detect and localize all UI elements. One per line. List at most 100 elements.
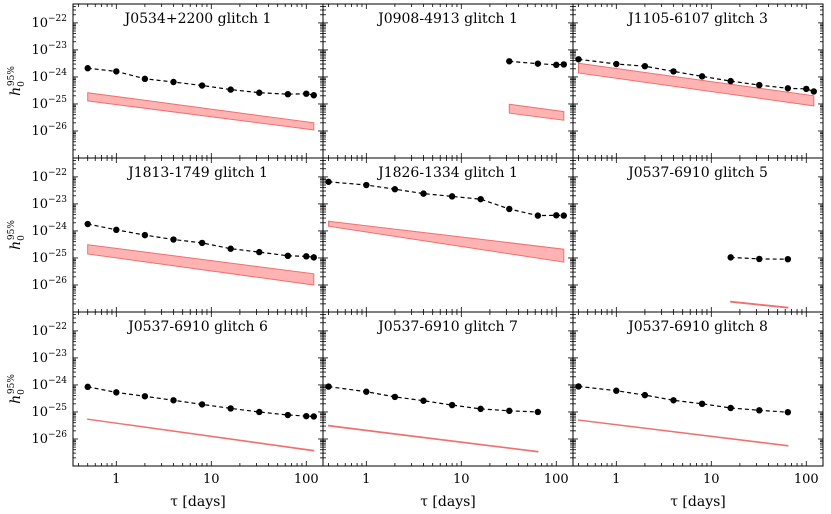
upper-limit-point	[84, 220, 91, 228]
y-tick-label: 10−25	[31, 95, 67, 112]
upper-limit-point	[113, 68, 120, 75]
upper-limit-point	[727, 77, 734, 85]
x-tick-label: 10	[703, 472, 720, 487]
upper-limit-point	[227, 405, 234, 412]
y-tick-label: 10−25	[31, 403, 67, 420]
panel-8: 1 10 100 τ [days] J0537-6910 glitch 7	[322, 311, 574, 510]
y-tick-label: 10−22	[31, 322, 67, 339]
prediction-band	[87, 92, 315, 131]
upper-limit-point	[284, 411, 292, 419]
x-axis-label: τ [days]	[170, 494, 226, 510]
upper-limit-point	[141, 75, 149, 83]
x-tick-label: 1	[362, 472, 370, 487]
upper-limit-point	[613, 387, 620, 394]
panel-7: 10−26 10−25 10−24 10−23 10−22 h095% 1 10 100 τ [d…	[7, 311, 324, 510]
upper-limit-point	[303, 253, 310, 260]
upper-limit-point	[698, 73, 706, 80]
upper-limit-point	[477, 405, 484, 413]
prediction-band	[578, 62, 815, 107]
upper-limit-point	[784, 408, 792, 416]
panel-frame	[72, 3, 324, 159]
upper-limit-point	[477, 195, 484, 203]
panel-6: J0537-6910 glitch 5	[572, 157, 824, 313]
x-tick-label: 100	[544, 472, 569, 487]
prediction-band	[578, 419, 789, 447]
upper-limit-point	[325, 383, 332, 390]
panel-frame	[572, 311, 824, 467]
upper-limit-point	[310, 92, 317, 99]
upper-limit-point	[641, 62, 649, 70]
upper-limit-point	[363, 388, 370, 395]
y-tick-label: 10−24	[31, 68, 67, 85]
upper-limit-point	[553, 61, 560, 69]
upper-limit-point	[284, 252, 292, 260]
upper-limit-line	[87, 67, 314, 96]
upper-limit-point	[284, 90, 292, 98]
x-tick-label: 10	[203, 472, 220, 487]
upper-limit-point	[670, 68, 677, 75]
y-tick-label: 10−26	[31, 122, 67, 139]
upper-limit-point	[256, 408, 263, 416]
panel-title: J0537-6910 glitch 5	[626, 165, 768, 181]
y-tick-label: 10−24	[31, 376, 67, 393]
upper-limit-point	[560, 212, 567, 219]
upper-limit-point	[448, 193, 456, 200]
upper-limit-line	[509, 60, 564, 66]
upper-limit-point	[113, 226, 120, 234]
upper-limit-point	[391, 393, 399, 401]
upper-limit-point	[420, 397, 427, 404]
upper-limit-point	[506, 58, 513, 65]
prediction-band	[87, 418, 315, 452]
upper-limit-point	[506, 205, 513, 213]
upper-limit-point	[198, 82, 206, 89]
upper-limit-point	[170, 397, 177, 404]
upper-limit-line	[328, 181, 564, 217]
upper-limit-point	[810, 88, 817, 95]
panel-frame	[322, 311, 574, 467]
upper-limit-point	[310, 413, 317, 420]
upper-limit-point	[227, 245, 234, 252]
upper-limit-point	[613, 60, 620, 68]
upper-limit-point	[198, 401, 206, 408]
panel-frame	[72, 311, 324, 467]
upper-limit-point	[303, 90, 310, 97]
x-tick-label: 1	[612, 472, 620, 487]
x-tick-label: 100	[794, 472, 819, 487]
upper-limit-point	[227, 86, 234, 93]
upper-limit-point	[198, 239, 206, 247]
y-tick-label: 10−22	[31, 14, 67, 31]
y-tick-label: 10−22	[31, 168, 67, 185]
x-tick-label: 100	[294, 472, 319, 487]
x-axis-label: τ [days]	[420, 494, 476, 510]
upper-limit-point	[113, 389, 120, 396]
y-axis-label: h095%	[7, 220, 27, 250]
upper-limit-line	[87, 223, 314, 258]
upper-limit-line	[578, 58, 814, 93]
upper-limit-point	[325, 178, 332, 185]
panel-frame	[72, 157, 324, 313]
upper-limit-point	[534, 212, 542, 219]
upper-limit-point	[256, 248, 263, 256]
panel-title: J1826-1334 glitch 1	[376, 165, 518, 181]
upper-limit-point	[256, 89, 263, 96]
upper-limit-point	[756, 255, 763, 263]
upper-limit-point	[141, 393, 149, 400]
upper-limit-point	[170, 236, 177, 243]
upper-limit-line	[87, 386, 314, 418]
upper-limit-point	[698, 400, 706, 408]
y-tick-label: 10−23	[31, 41, 67, 58]
x-tick-label: 10	[453, 472, 470, 487]
upper-limit-point	[784, 85, 792, 92]
upper-limit-point	[727, 254, 734, 261]
upper-limit-point	[756, 407, 763, 414]
panel-title: J0537-6910 glitch 6	[126, 319, 268, 335]
upper-limit-point	[84, 383, 91, 391]
panel-9: 1 10 100 τ [days] J0537-6910 glitch 8	[572, 311, 824, 510]
upper-limit-point	[363, 181, 370, 189]
prediction-band	[730, 300, 789, 309]
panel-title: J0537-6910 glitch 8	[626, 319, 768, 335]
upper-limit-point	[575, 383, 582, 390]
prediction-band	[328, 220, 565, 263]
panel-title: J0537-6910 glitch 7	[376, 319, 518, 335]
